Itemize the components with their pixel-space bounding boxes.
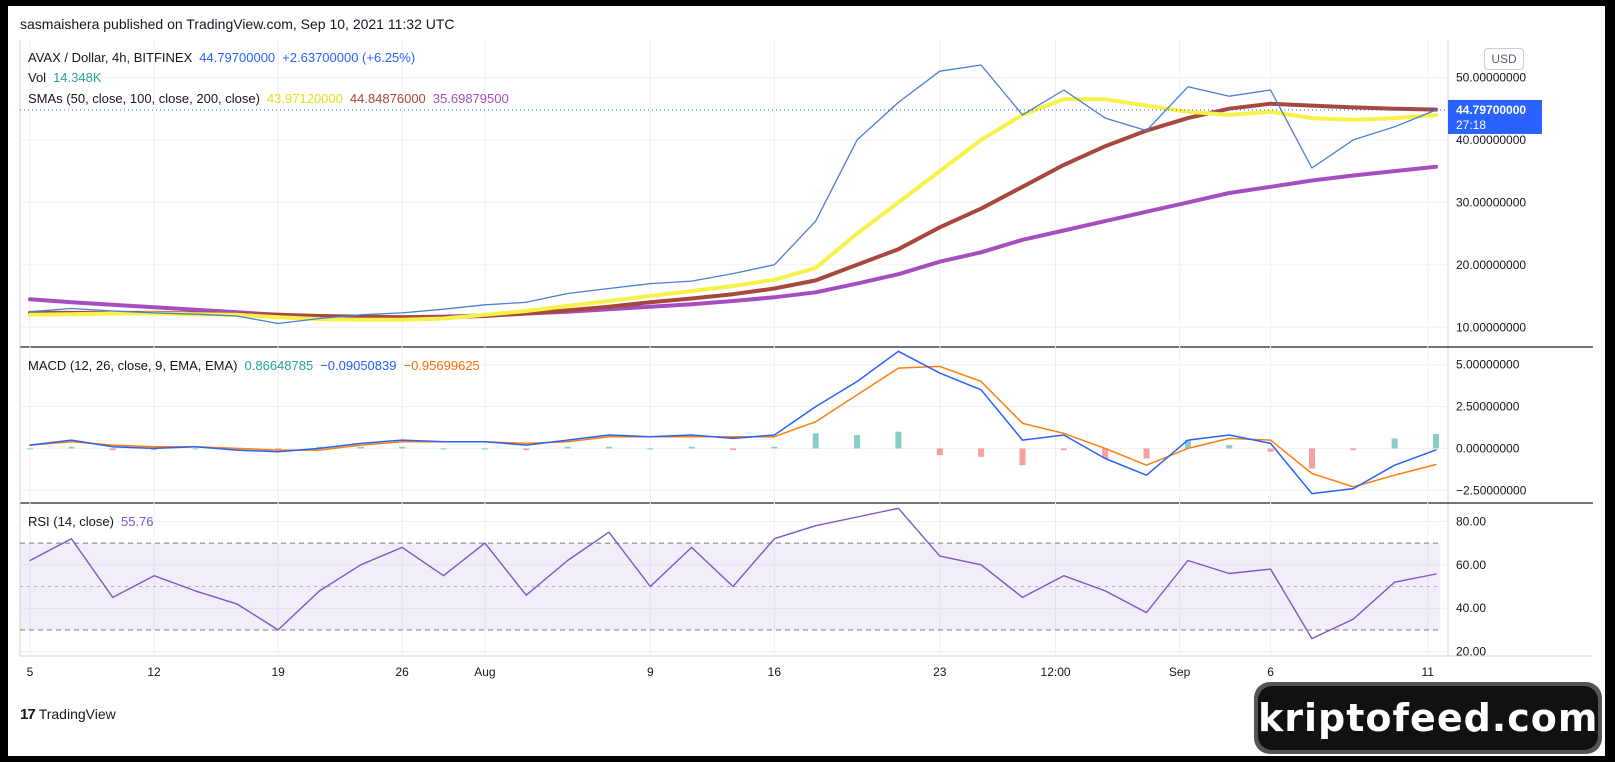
macd-histogram-bar (357, 446, 364, 449)
x-tick-label: 23 (933, 665, 947, 679)
tradingview-brand: TradingView (38, 706, 116, 722)
y-tick-label: −2.50000000 (1456, 483, 1527, 497)
sma100-value: 44.84876000 (349, 91, 426, 106)
sma50-line (28, 97, 1438, 322)
y-tick-label: 20.00 (1456, 645, 1486, 659)
currency-button[interactable]: USD (1484, 48, 1524, 70)
tradingview-logo[interactable]: 17 TradingView (20, 706, 116, 723)
macd-histogram-bar (1143, 448, 1150, 459)
macd-histogram-bar (1391, 438, 1398, 449)
y-tick-label: 40.00000000 (1456, 133, 1526, 147)
x-tick-label: Aug (474, 665, 495, 679)
macd-histogram-bar (688, 446, 695, 449)
macd-histogram-bar (895, 431, 902, 449)
macd-histogram-bar (647, 448, 654, 450)
macd-histogram-bar (1184, 440, 1191, 449)
macd-histogram-bar (1060, 448, 1067, 451)
y-tick-label: 30.00000000 (1456, 195, 1526, 209)
plot-area (20, 40, 1440, 656)
rsi-legend: RSI (14, close) 55.76 (28, 514, 161, 529)
y-tick-label: 40.00 (1456, 601, 1486, 615)
last-price: 44.79700000 (199, 50, 276, 65)
x-tick-label: 16 (768, 665, 782, 679)
sma-legend: SMAs (50, close, 100, close, 200, close)… (28, 91, 516, 106)
x-tick-label: 5 (27, 665, 34, 679)
symbol-legend: AVAX / Dollar, 4h, BITFINEX 44.79700000 +2… (28, 50, 422, 65)
macd-histogram-bar (399, 446, 406, 449)
chart-frame: sasmaishera published on TradingView.com… (8, 6, 1605, 756)
macd-histogram-bar (316, 446, 323, 449)
macd-histogram-bar (1433, 433, 1439, 449)
price-change: +2.63700000 (+6.25%) (282, 50, 416, 65)
y-tick-label: 60.00 (1456, 558, 1486, 572)
macd-histogram-bar (854, 435, 861, 449)
sma50-value: 43.97120000 (266, 91, 343, 106)
macd-histogram-bar (68, 446, 75, 449)
chart-canvas[interactable]: 5 12 19 26 Aug 9 16 23 12:00 Sep 6 11 10.00000000 20.… (8, 6, 1605, 756)
rsi-label: RSI (14, close) (28, 514, 114, 529)
price-tag-value: 44.79700000 (1456, 103, 1526, 117)
macd-histogram-bar (978, 448, 985, 457)
x-tick-label: 6 (1267, 665, 1274, 679)
macd-histogram-bar (109, 448, 116, 451)
macd-histogram-bar (523, 448, 530, 451)
macd-histogram-bar (730, 448, 736, 451)
macd-signal-line (29, 365, 1437, 488)
macd-histogram-bar (233, 448, 240, 451)
macd-histogram-bar (936, 448, 943, 456)
macd-histogram-bar (275, 448, 282, 451)
sma200-value: 35.69879500 (432, 91, 509, 106)
x-tick-label: 26 (395, 665, 409, 679)
x-tick-label: 12 (147, 665, 161, 679)
x-tick-label: 9 (647, 665, 654, 679)
macd-label: MACD (12, 26, close, 9, EMA, EMA) (28, 358, 238, 373)
macd-histogram-bar (1226, 445, 1233, 449)
x-tick-label: 12:00 (1041, 665, 1071, 679)
tradingview-mark-icon: 17 (20, 706, 36, 723)
rsi-band-fill (20, 543, 1440, 630)
volume-legend: Vol 14.348K (28, 70, 109, 85)
macd-line (29, 350, 1437, 495)
y-tick-label: 20.00000000 (1456, 258, 1526, 272)
macd-histogram-bar (481, 448, 488, 450)
x-tick-label: Sep (1169, 665, 1191, 679)
volume-label: Vol (28, 70, 47, 85)
y-tick-label: 2.50000000 (1456, 400, 1520, 414)
y-tick-label: 10.00000000 (1456, 320, 1526, 334)
symbol-label: AVAX / Dollar, 4h, BITFINEX (28, 50, 193, 65)
macd-hist-value: 0.86648785 (244, 358, 314, 373)
macd-histogram-bar (1019, 448, 1026, 466)
macd-histogram-bar (1102, 448, 1109, 459)
y-tick-label: 80.00 (1456, 514, 1486, 528)
volume-value: 14.348K (53, 70, 102, 85)
watermark: kriptofeed.com (1258, 686, 1598, 750)
y-tick-label: 0.00000000 (1456, 441, 1520, 455)
price-tag-countdown: 27:18 (1456, 118, 1486, 132)
macd-histogram-bar (1350, 448, 1357, 451)
x-tick-label: 11 (1421, 665, 1434, 679)
macd-histogram-bar (151, 448, 158, 451)
rsi-value: 55.76 (120, 514, 154, 529)
macd-legend: MACD (12, 26, close, 9, EMA, EMA) 0.86648… (28, 358, 487, 373)
macd-histogram-bar (192, 448, 199, 450)
macd-value: −0.09050839 (320, 358, 397, 373)
macd-histogram-bar (771, 446, 778, 449)
macd-histogram-bar (605, 446, 612, 449)
price-tag (1448, 99, 1542, 134)
x-tick-label: 19 (271, 665, 285, 679)
rsi-line (29, 507, 1437, 640)
macd-histogram-bar (1267, 448, 1274, 452)
sma-label: SMAs (50, close, 100, close, 200, close) (28, 91, 260, 106)
macd-signal-value: −0.95699625 (403, 358, 480, 373)
macd-histogram-bar (564, 446, 571, 449)
macd-histogram-bar (812, 433, 819, 449)
y-tick-label: 50.00000000 (1456, 70, 1526, 84)
publisher-header: sasmaishera published on TradingView.com… (20, 16, 455, 32)
macd-histogram-bar (1308, 448, 1315, 469)
macd-histogram-bar (27, 448, 33, 450)
y-tick-label: 5.00000000 (1456, 358, 1520, 372)
price-line (29, 64, 1437, 325)
macd-histogram-bar (440, 448, 447, 450)
